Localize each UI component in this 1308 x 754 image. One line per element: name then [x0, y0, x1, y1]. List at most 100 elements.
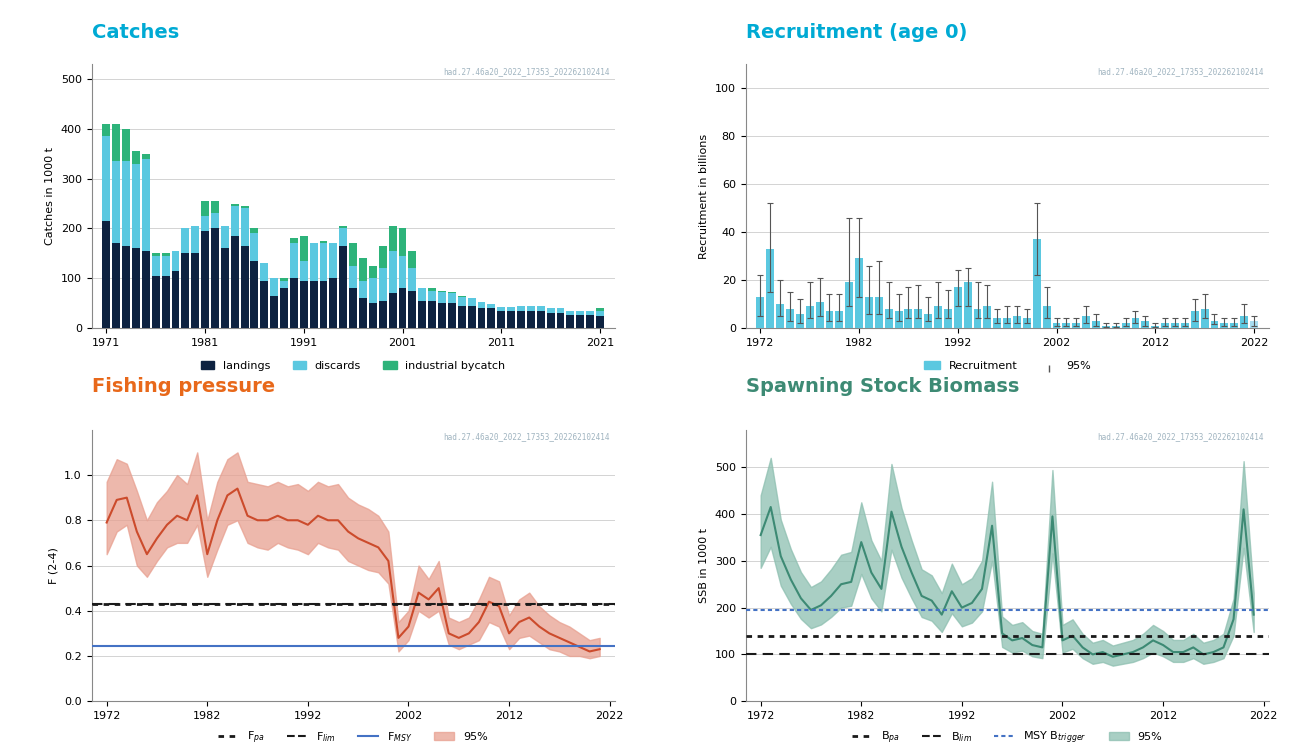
- Bar: [102, 221, 110, 328]
- Bar: [1092, 320, 1100, 328]
- Bar: [300, 280, 307, 328]
- Legend: Recruitment, 95%: Recruitment, 95%: [920, 357, 1095, 375]
- Bar: [360, 298, 368, 328]
- Bar: [517, 305, 525, 311]
- Text: had.27.46a20_2022_17353_202262102414: had.27.46a20_2022_17353_202262102414: [1097, 67, 1264, 75]
- Bar: [556, 313, 565, 328]
- Bar: [182, 228, 190, 253]
- Bar: [1142, 320, 1150, 328]
- Bar: [566, 311, 574, 314]
- Bar: [191, 253, 199, 328]
- Legend: landings, discards, industrial bycatch: landings, discards, industrial bycatch: [196, 357, 510, 375]
- Bar: [905, 309, 913, 328]
- Bar: [349, 244, 357, 265]
- Bar: [497, 311, 505, 328]
- Bar: [339, 226, 347, 228]
- Bar: [458, 305, 466, 328]
- Bar: [349, 265, 357, 288]
- Bar: [211, 201, 218, 213]
- Bar: [102, 124, 110, 136]
- Bar: [280, 288, 288, 328]
- Bar: [428, 301, 436, 328]
- Bar: [379, 268, 387, 301]
- Bar: [408, 290, 416, 328]
- Bar: [162, 256, 170, 276]
- Bar: [934, 306, 942, 328]
- Bar: [241, 206, 249, 209]
- Bar: [596, 311, 604, 315]
- Bar: [964, 283, 972, 328]
- Bar: [1122, 323, 1130, 328]
- Bar: [438, 292, 446, 303]
- Bar: [230, 236, 238, 328]
- Text: Catches: Catches: [92, 23, 179, 41]
- Bar: [379, 246, 387, 268]
- Bar: [122, 129, 129, 161]
- Bar: [547, 313, 555, 328]
- Bar: [954, 287, 961, 328]
- Bar: [438, 291, 446, 292]
- Bar: [596, 315, 604, 328]
- Bar: [330, 278, 337, 328]
- Bar: [1201, 309, 1209, 328]
- Y-axis label: Recruitment in billions: Recruitment in billions: [700, 133, 709, 259]
- Bar: [865, 297, 872, 328]
- Bar: [241, 209, 249, 246]
- Bar: [816, 302, 824, 328]
- Text: Spawning Stock Biomass: Spawning Stock Biomass: [746, 377, 1019, 396]
- Bar: [468, 305, 476, 328]
- Bar: [1053, 323, 1061, 328]
- Bar: [875, 297, 883, 328]
- Bar: [141, 158, 150, 251]
- Bar: [171, 251, 179, 271]
- Bar: [251, 228, 259, 234]
- Bar: [1162, 323, 1169, 328]
- Bar: [221, 248, 229, 328]
- Bar: [201, 216, 209, 231]
- Bar: [310, 280, 318, 328]
- Bar: [408, 268, 416, 290]
- Bar: [290, 238, 298, 244]
- Bar: [756, 297, 764, 328]
- Bar: [260, 280, 268, 328]
- Text: had.27.46a20_2022_17353_202262102414: had.27.46a20_2022_17353_202262102414: [1097, 433, 1264, 442]
- Bar: [112, 161, 120, 244]
- Bar: [914, 309, 922, 328]
- Bar: [349, 288, 357, 328]
- Bar: [319, 244, 327, 280]
- Bar: [556, 308, 565, 313]
- Bar: [1023, 318, 1031, 328]
- Bar: [369, 265, 377, 278]
- Bar: [1190, 311, 1198, 328]
- Bar: [369, 303, 377, 328]
- Bar: [419, 288, 426, 301]
- Bar: [300, 261, 307, 280]
- Y-axis label: Catches in 1000 t: Catches in 1000 t: [46, 147, 55, 245]
- Bar: [447, 292, 455, 293]
- Bar: [310, 244, 318, 280]
- Bar: [428, 288, 436, 290]
- Bar: [102, 136, 110, 221]
- Bar: [369, 278, 377, 303]
- Bar: [379, 301, 387, 328]
- Bar: [211, 213, 218, 228]
- Bar: [1181, 323, 1189, 328]
- Bar: [786, 309, 794, 328]
- Bar: [517, 311, 525, 328]
- Bar: [508, 311, 515, 328]
- Bar: [182, 253, 190, 328]
- Bar: [795, 314, 804, 328]
- Bar: [388, 251, 396, 293]
- Bar: [527, 305, 535, 311]
- Bar: [1042, 306, 1050, 328]
- Bar: [1240, 316, 1248, 328]
- Bar: [488, 304, 496, 308]
- Bar: [330, 244, 337, 278]
- Bar: [527, 311, 535, 328]
- Bar: [251, 261, 259, 328]
- Bar: [586, 314, 594, 328]
- Text: had.27.46a20_2022_17353_202262102414: had.27.46a20_2022_17353_202262102414: [443, 433, 610, 442]
- Bar: [586, 311, 594, 314]
- Bar: [895, 311, 903, 328]
- Bar: [497, 307, 505, 311]
